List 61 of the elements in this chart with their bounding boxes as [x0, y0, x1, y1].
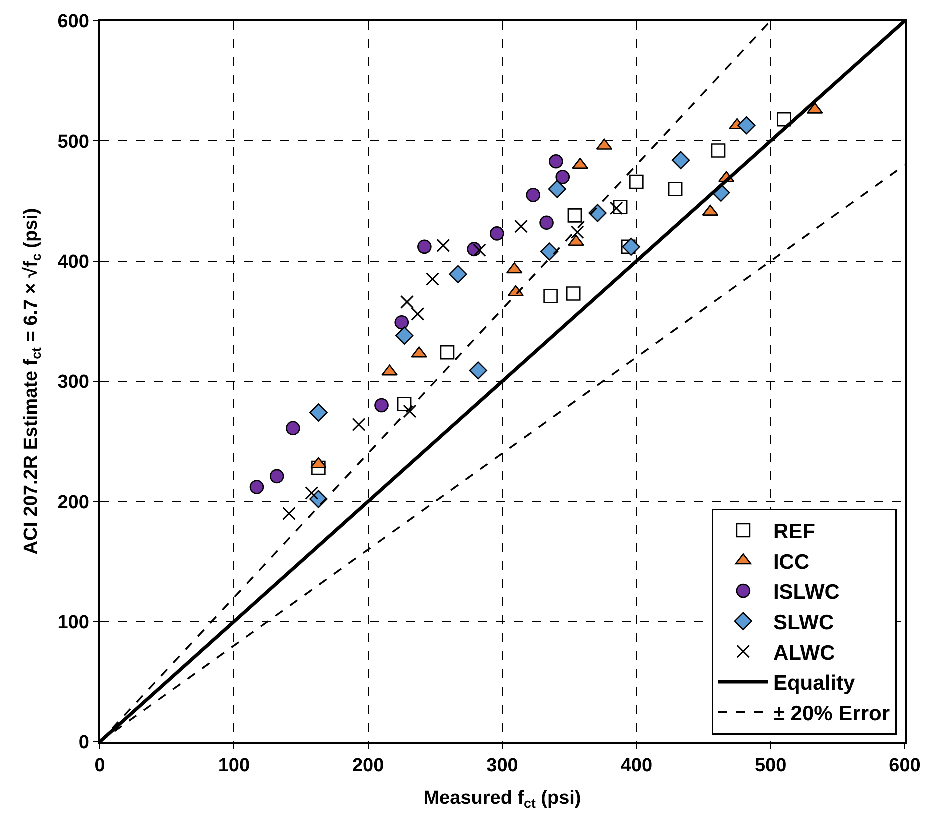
point: [394, 315, 410, 330]
point: [540, 216, 554, 230]
x-tick-label: 500: [754, 756, 787, 777]
y-tick-label: 500: [58, 132, 90, 153]
point: [514, 220, 528, 234]
point: [411, 307, 425, 321]
legend-label: ICC: [773, 550, 810, 574]
legend-label: ISLWC: [773, 581, 840, 604]
point: [549, 154, 564, 169]
point: [310, 404, 328, 422]
y-tick-label: 0: [78, 732, 90, 754]
x-tick-label: 300: [486, 756, 518, 777]
legend-label: ± 20% Error: [773, 702, 890, 726]
x-tick-label: 0: [94, 756, 106, 777]
point: [566, 286, 581, 301]
point: [440, 346, 455, 360]
point: [526, 188, 541, 202]
y-tick-label: 300: [58, 372, 90, 394]
point: [711, 144, 726, 158]
x-tick-label: 200: [352, 756, 384, 777]
point: [777, 112, 792, 127]
point: [403, 404, 417, 418]
point: [490, 226, 504, 241]
legend-label: REF: [773, 520, 816, 544]
x-tick-label: 600: [889, 756, 921, 777]
point: [570, 226, 584, 240]
point: [418, 240, 432, 254]
point: [400, 295, 414, 309]
point: [374, 398, 389, 413]
legend-label: Equality: [773, 672, 856, 696]
point: [544, 289, 558, 304]
point: [738, 116, 756, 135]
legend-label: ALWC: [773, 642, 836, 665]
point: [286, 421, 300, 436]
point: [270, 469, 284, 484]
x-tick-label: 100: [218, 756, 250, 777]
point: [672, 151, 690, 170]
point: [540, 242, 559, 261]
point: [668, 182, 683, 196]
x-axis-title: Measured f$_{ct}$ (psi): [424, 788, 582, 811]
point: [395, 326, 414, 345]
y-tick-label: 200: [58, 492, 90, 514]
point: [630, 174, 644, 190]
point: [426, 272, 440, 286]
legend-label: SLWC: [773, 612, 834, 635]
point: [556, 170, 570, 184]
point: [352, 418, 366, 432]
point: [250, 480, 264, 494]
point: [469, 362, 488, 380]
point: [610, 202, 624, 216]
point: [622, 238, 640, 256]
point: [436, 238, 450, 252]
y-tick-label: 100: [58, 612, 90, 634]
y-tick-label: 600: [58, 12, 90, 33]
point: [449, 265, 468, 284]
point: [548, 180, 567, 198]
point: [472, 244, 486, 258]
point: [568, 208, 582, 223]
x-tick-label: 400: [620, 756, 653, 777]
point: [282, 506, 296, 520]
y-tick-label: 400: [58, 252, 90, 273]
